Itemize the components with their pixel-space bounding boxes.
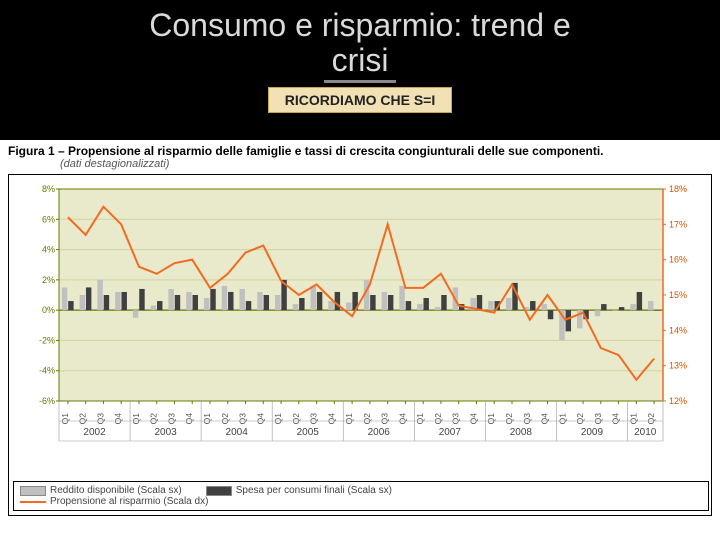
svg-text:Q3: Q3 xyxy=(166,413,176,425)
svg-text:Q4: Q4 xyxy=(326,413,336,425)
title-underline: crisi xyxy=(324,43,397,83)
svg-text:Q2: Q2 xyxy=(220,413,230,425)
svg-text:16%: 16% xyxy=(669,255,687,265)
svg-text:Q2: Q2 xyxy=(504,413,514,425)
svg-text:18%: 18% xyxy=(669,184,687,194)
svg-text:2005: 2005 xyxy=(297,427,320,438)
legend-label: Propensione al risparmio (Scala dx) xyxy=(50,496,208,507)
svg-text:0%: 0% xyxy=(42,305,55,315)
svg-text:Q4: Q4 xyxy=(468,413,478,425)
svg-text:2006: 2006 xyxy=(368,427,391,438)
svg-text:Q4: Q4 xyxy=(255,413,265,425)
svg-text:2010: 2010 xyxy=(634,427,657,438)
svg-text:Q3: Q3 xyxy=(593,413,603,425)
svg-text:Q1: Q1 xyxy=(273,413,283,425)
figure-container: Figura 1 – Propensione al risparmio dell… xyxy=(0,140,720,516)
legend-label: Reddito disponibile (Scala sx) xyxy=(50,485,182,496)
svg-text:2002: 2002 xyxy=(83,427,106,438)
legend-item: Propensione al risparmio (Scala dx) xyxy=(20,496,208,507)
svg-text:-4%: -4% xyxy=(39,366,55,376)
svg-text:Q1: Q1 xyxy=(202,413,212,425)
svg-text:13%: 13% xyxy=(669,361,687,371)
svg-text:Q3: Q3 xyxy=(95,413,105,425)
svg-text:Q2: Q2 xyxy=(646,413,656,425)
svg-text:Q1: Q1 xyxy=(486,413,496,425)
svg-text:Q3: Q3 xyxy=(380,413,390,425)
svg-text:Q4: Q4 xyxy=(397,413,407,425)
svg-text:Q1: Q1 xyxy=(60,413,70,425)
svg-text:Q4: Q4 xyxy=(184,413,194,425)
svg-text:Q2: Q2 xyxy=(575,413,585,425)
legend-item: Spesa per consumi finali (Scala sx) xyxy=(206,485,392,496)
svg-text:-6%: -6% xyxy=(39,396,55,406)
svg-text:Q2: Q2 xyxy=(433,413,443,425)
svg-text:Q3: Q3 xyxy=(451,413,461,425)
legend-label: Spesa per consumi finali (Scala sx) xyxy=(236,485,392,496)
svg-text:Q3: Q3 xyxy=(238,413,248,425)
svg-text:2008: 2008 xyxy=(510,427,533,438)
reminder-badge: RICORDIAMO CHE S=I xyxy=(268,87,453,113)
svg-text:15%: 15% xyxy=(669,290,687,300)
slide-title-line2: crisi xyxy=(0,43,720,83)
svg-text:2009: 2009 xyxy=(581,427,604,438)
svg-text:Q3: Q3 xyxy=(309,413,319,425)
chart-svg: -6% -4% -2% 0% 2% 4% 6% 8% 12% 13% 14% 15% 16% 17% 18%… xyxy=(13,179,709,479)
figure-title: Figura 1 – Propensione al risparmio dell… xyxy=(8,144,712,158)
svg-text:2004: 2004 xyxy=(226,427,249,438)
legend-swatch xyxy=(20,497,46,507)
slide-header: Consumo e risparmio: trend e crisi RICOR… xyxy=(0,0,720,140)
chart-panel: -6% -4% -2% 0% 2% 4% 6% 8% 12% 13% 14% 15% 16% 17% 18%… xyxy=(8,174,712,516)
svg-text:-2%: -2% xyxy=(39,335,55,345)
svg-text:Q1: Q1 xyxy=(344,413,354,425)
svg-text:6%: 6% xyxy=(42,214,55,224)
svg-text:12%: 12% xyxy=(669,396,687,406)
svg-text:Q1: Q1 xyxy=(415,413,425,425)
svg-text:2%: 2% xyxy=(42,275,55,285)
svg-text:17%: 17% xyxy=(669,219,687,229)
svg-text:Q4: Q4 xyxy=(611,413,621,425)
figure-subtitle: (dati destagionalizzati) xyxy=(60,158,712,170)
figure-title-lead: Figura 1 – xyxy=(8,144,68,158)
svg-text:Q1: Q1 xyxy=(557,413,567,425)
svg-text:Q4: Q4 xyxy=(540,413,550,425)
legend: Reddito disponibile (Scala sx) Spesa per … xyxy=(13,481,709,511)
svg-text:Q3: Q3 xyxy=(522,413,532,425)
svg-text:2003: 2003 xyxy=(154,427,177,438)
svg-text:Q1: Q1 xyxy=(131,413,141,425)
svg-text:2007: 2007 xyxy=(439,427,462,438)
legend-swatch xyxy=(20,486,46,496)
svg-text:Q4: Q4 xyxy=(113,413,123,425)
svg-text:Q1: Q1 xyxy=(628,413,638,425)
figure-title-rest: Propensione al risparmio delle famiglie … xyxy=(68,144,603,158)
svg-text:14%: 14% xyxy=(669,325,687,335)
legend-item: Reddito disponibile (Scala sx) xyxy=(20,485,182,496)
slide-title-line1: Consumo e risparmio: trend e xyxy=(0,8,720,43)
legend-swatch xyxy=(206,486,232,496)
svg-text:Q2: Q2 xyxy=(291,413,301,425)
svg-text:4%: 4% xyxy=(42,245,55,255)
svg-text:Q2: Q2 xyxy=(362,413,372,425)
svg-text:Q2: Q2 xyxy=(149,413,159,425)
svg-text:8%: 8% xyxy=(42,184,55,194)
svg-text:Q2: Q2 xyxy=(78,413,88,425)
